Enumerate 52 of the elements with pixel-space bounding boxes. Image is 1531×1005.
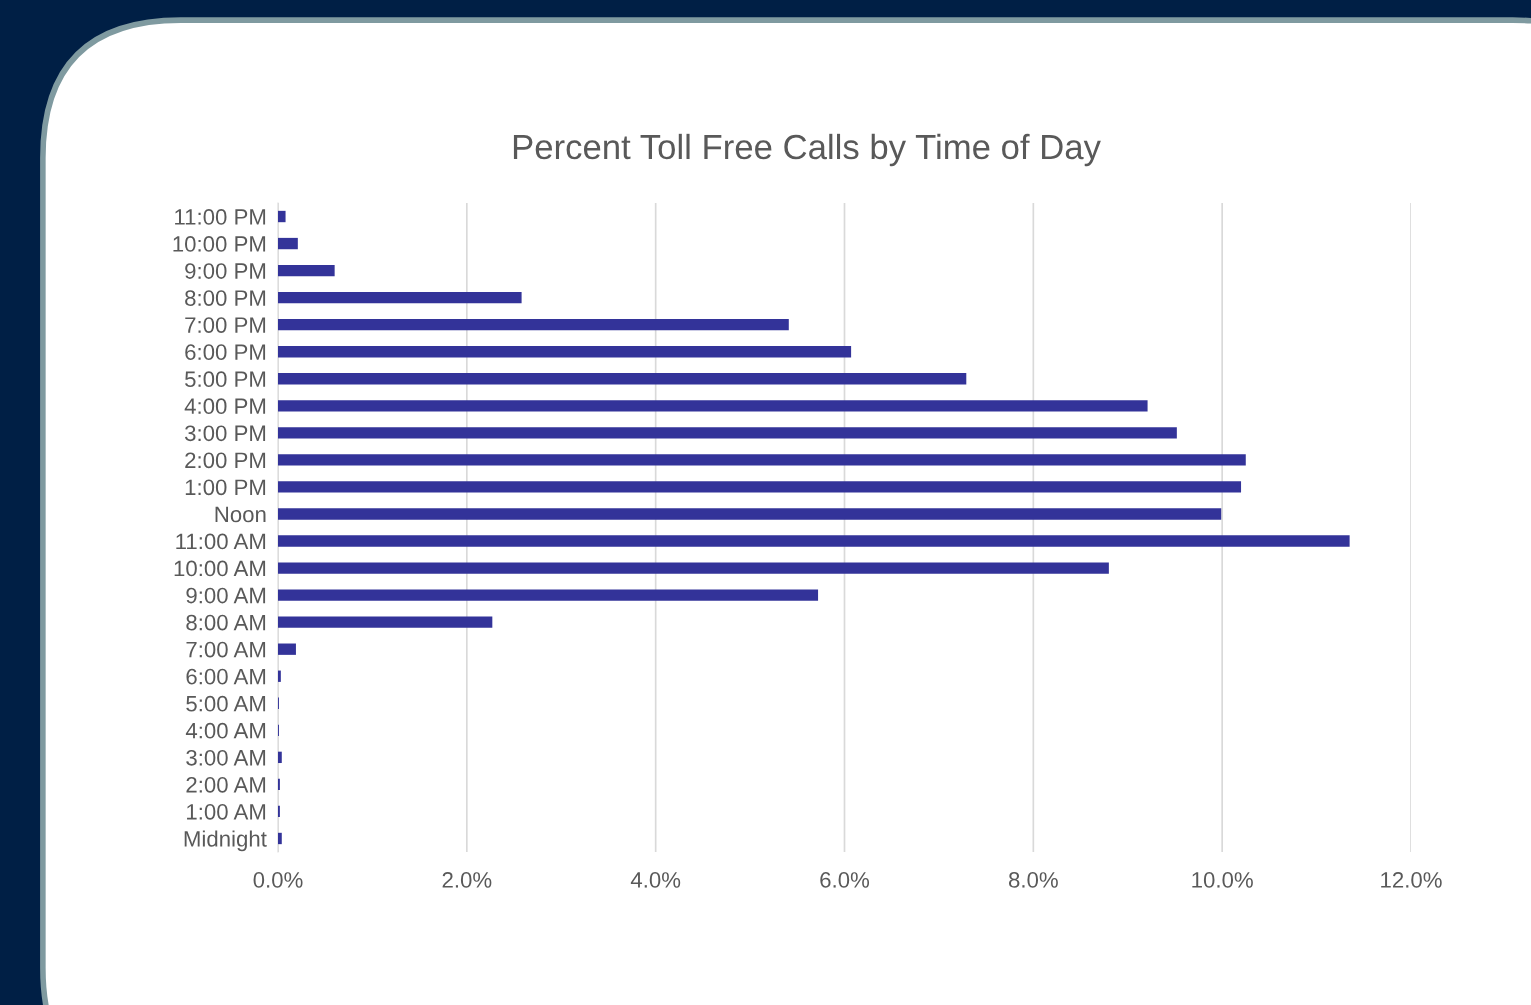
y-tick-label: 6:00 PM [185,344,266,360]
bar [278,562,1109,574]
y-tick-label: 9:00 AM [186,587,266,604]
bar [278,589,819,601]
y-tick-label: 2:00 PM [185,452,266,469]
y-tick-label: 8:00 AM [186,614,266,631]
bar [278,481,1242,493]
bar [278,535,1350,547]
bar [278,427,1177,439]
x-tick-label: 6.0% [820,872,870,888]
bar [278,616,493,628]
bar [278,670,281,682]
y-tick-label: 11:00 AM [176,533,266,550]
x-tick-label: 10.0% [1192,872,1253,888]
y-tick-label: 3:00 PM [184,425,266,442]
y-tick-label: 4:00 AM [185,722,266,739]
y-tick-label: 7:00 PM [185,317,266,333]
y-tick-label: 9:00 PM [185,263,266,279]
y-tick-label: 3:00 AM [186,749,266,766]
y-tick-label: 1:00 PM [185,479,266,496]
y-tick-label: 7:00 AM [186,641,266,658]
y-tick-label: 4:00 PM [184,398,266,415]
bar [278,373,967,385]
bar [278,832,282,845]
bar [278,346,852,358]
y-tick-label: 10:00 PM [173,236,266,252]
x-tick-label: 12.0% [1381,872,1442,888]
y-tick-label: 1:00 AM [187,803,266,820]
y-tick-label: 8:00 PM [185,290,266,306]
bar [278,210,286,223]
bar [278,291,522,304]
x-tick-label: 4.0% [630,872,681,888]
bar [278,643,296,655]
y-tick-label: 2:00 AM [186,776,266,793]
chart-title: Percent Toll Free Calls by Time of Day [513,133,1101,167]
x-tick-label: 0.0% [253,872,303,888]
y-tick-label: 5:00 AM [186,695,266,712]
bar [278,454,1246,466]
y-tick-label: Midnight [184,830,267,852]
y-tick-label: Noon [215,506,266,523]
bar [278,508,1222,520]
y-tick-label: 6:00 AM [186,668,266,685]
x-tick-label: 8.0% [1008,872,1058,888]
x-tick-label: 2.0% [442,872,492,888]
bar [278,400,1148,412]
y-tick-label: 5:00 PM [185,371,266,388]
bar [278,319,789,331]
bar [278,264,335,277]
bar [278,237,298,250]
bar [278,751,282,764]
y-tick-label: 10:00 AM [174,560,266,577]
y-tick-label: 11:00 PM [175,209,266,225]
